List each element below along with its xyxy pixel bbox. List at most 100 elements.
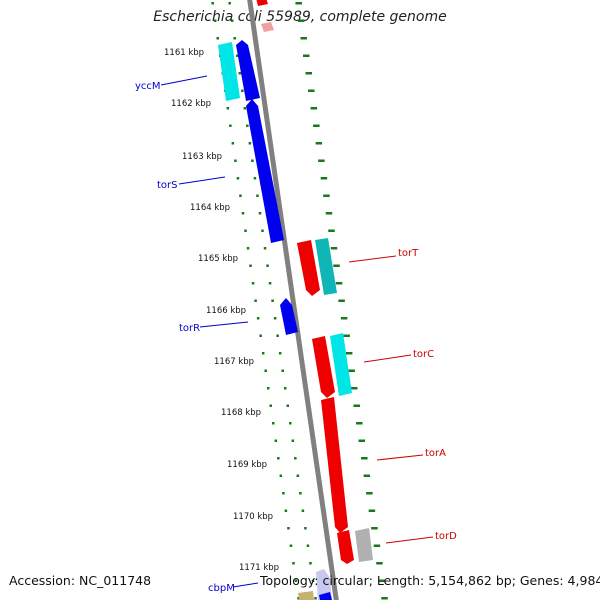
right-outer-tick-dot (377, 544, 381, 547)
right-outer-tick-dot (365, 457, 368, 460)
right-outer-tick-dot (314, 107, 318, 110)
gene-label-torT: torT (398, 248, 419, 259)
right-inner-tick-dot (330, 229, 333, 232)
right-mid-tick-dot (356, 422, 359, 425)
left-inner-tick-dot (251, 159, 254, 162)
right-inner-tick-dot (325, 194, 328, 197)
right-inner-tick-dot (302, 37, 305, 40)
right-inner-tick-dot (342, 317, 346, 320)
right-mid-tick-dot (373, 544, 377, 547)
left-outer-tick-dot (277, 457, 280, 460)
gene-label-leader-line (160, 75, 208, 86)
gene-label-torS: torS (157, 180, 178, 191)
right-inner-tick-dot (322, 177, 326, 180)
left-inner-tick-dot (311, 579, 315, 582)
left-outer-tick-dot (256, 317, 260, 320)
gene-label-torC: torC (413, 349, 434, 360)
right-mid-tick-dot (345, 352, 349, 355)
right-mid-tick-dot (318, 159, 321, 162)
left-inner-tick-dot (291, 439, 295, 442)
right-outer-tick-dot (307, 54, 310, 57)
partial-gene-block (256, 0, 268, 6)
left-inner-tick-dot (246, 124, 249, 127)
right-outer-tick-dot (334, 247, 338, 250)
left-outer-tick-dot (289, 544, 293, 547)
ruler-tick-label: 1168 kbp (221, 408, 261, 418)
right-inner-tick-dot (380, 579, 384, 582)
right-outer-tick-dot (304, 37, 307, 40)
right-mid-tick-dot (325, 212, 329, 215)
right-outer-tick-dot (332, 229, 335, 232)
right-outer-tick-dot (380, 562, 383, 565)
right-mid-tick-dot (308, 89, 311, 92)
left-inner-tick-dot (253, 177, 257, 180)
ruler-tick-label: 1167 kbp (214, 357, 254, 367)
left-outer-tick-dot (244, 229, 247, 232)
left-outer-tick-dot (284, 509, 288, 512)
left-inner-tick-dot (281, 369, 284, 372)
left-outer-tick-dot (239, 194, 242, 197)
left-outer-tick-dot (246, 247, 250, 250)
right-mid-tick-dot (381, 597, 384, 600)
ruler-tick-label: 1165 kbp (198, 254, 238, 264)
left-outer-tick-dot (287, 527, 290, 530)
right-inner-tick-dot (378, 562, 381, 565)
accession-text: Accession: NC_011748 (9, 573, 152, 588)
right-outer-tick-dot (382, 579, 386, 582)
ruler-tick-label: 1164 kbp (190, 203, 230, 213)
gene-label-torA: torA (425, 448, 446, 459)
left-inner-tick-dot (243, 107, 247, 110)
right-mid-tick-dot (328, 229, 331, 232)
right-outer-tick-dot (309, 72, 313, 75)
left-outer-tick-dot (231, 142, 235, 145)
left-inner-tick-dot (289, 422, 292, 425)
right-mid-tick-dot (350, 387, 354, 390)
right-outer-tick-dot (342, 299, 345, 302)
genome-summary-text: Topology: circular; Length: 5,154,862 bp… (260, 573, 600, 588)
right-inner-tick-dot (335, 264, 338, 267)
left-outer-tick-dot (226, 107, 230, 110)
left-outer-tick-dot (282, 492, 285, 495)
torT-partner-gene-block (315, 238, 337, 295)
map-title: Escherichia coli 55989, complete genome (153, 9, 447, 25)
left-inner-tick-dot (314, 597, 317, 600)
right-outer-tick-dot (370, 492, 373, 495)
right-mid-tick-dot (343, 334, 346, 337)
left-outer-tick-dot (261, 352, 265, 355)
right-outer-tick-dot (375, 527, 378, 530)
right-outer-tick-dot (385, 597, 388, 600)
forward-gene-block (236, 40, 260, 101)
left-inner-tick-dot (283, 387, 287, 390)
torS-gene-block (246, 99, 284, 243)
right-inner-tick-dot (297, 2, 300, 5)
left-inner-tick-dot (233, 37, 236, 40)
right-mid-tick-dot (310, 107, 314, 110)
partial-gene-block (316, 569, 332, 600)
right-inner-tick-dot (327, 212, 331, 215)
left-outer-tick-dot (251, 282, 255, 285)
torC-partner-gene-block (330, 333, 352, 396)
left-outer-tick-dot (211, 2, 214, 5)
right-mid-tick-dot (300, 37, 303, 40)
gene-label-leader-line (178, 176, 226, 185)
left-inner-tick-dot (266, 264, 269, 267)
right-mid-tick-dot (330, 247, 334, 250)
right-mid-tick-dot (320, 177, 324, 180)
left-inner-tick-dot (230, 19, 234, 22)
right-outer-tick-dot (324, 177, 328, 180)
right-mid-tick-dot (358, 439, 362, 442)
right-mid-tick-dot (376, 562, 379, 565)
right-mid-tick-dot (335, 282, 339, 285)
left-outer-tick-dot (213, 19, 217, 22)
left-inner-tick-dot (236, 54, 239, 57)
ruler-tick-label: 1162 kbp (171, 99, 211, 109)
right-mid-tick-dot (323, 194, 326, 197)
right-outer-tick-dot (367, 474, 371, 477)
torR-gene-block (280, 298, 298, 335)
left-inner-tick-dot (248, 142, 252, 145)
torD-partner-gene-block (355, 528, 373, 562)
right-outer-tick-dot (301, 19, 305, 22)
left-inner-tick-dot (296, 474, 300, 477)
right-mid-tick-dot (303, 54, 306, 57)
